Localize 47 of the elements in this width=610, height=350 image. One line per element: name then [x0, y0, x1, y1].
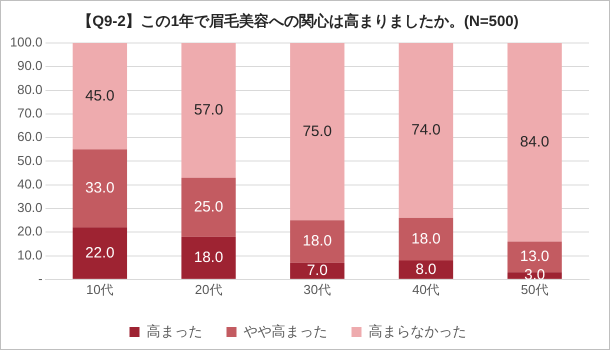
x-tick-label: 10代: [86, 282, 114, 297]
data-label: 18.0: [411, 230, 441, 248]
data-label: 25.0: [194, 198, 224, 216]
data-label: 33.0: [85, 180, 114, 197]
bar: [72, 149, 128, 228]
bar: [181, 178, 236, 237]
x-tick-label: 30代: [304, 282, 331, 297]
bar: [290, 43, 344, 220]
bar: [72, 227, 128, 279]
x-tick-label: 50代: [520, 282, 548, 297]
bar: [181, 43, 236, 178]
data-label: 18.0: [302, 232, 332, 250]
y-tick-label: 50.0: [17, 152, 43, 168]
legend-label: 高まらなかった: [368, 322, 466, 339]
bar: [398, 43, 454, 218]
data-label: 18.0: [194, 249, 224, 266]
data-label: 13.0: [520, 248, 550, 266]
legend-label: やや高まった: [244, 322, 328, 339]
bar: [181, 236, 236, 279]
bar: [290, 262, 344, 279]
legend-label: 高まった: [146, 322, 202, 339]
y-tick-label: 90.0: [17, 58, 43, 74]
data-label: 75.0: [302, 122, 332, 140]
x-tick-label: 40代: [412, 282, 440, 297]
data-label: 45.0: [85, 87, 114, 104]
bar: [507, 43, 562, 242]
y-tick-label: 60.0: [17, 129, 43, 144]
x-tick-label: 20代: [194, 282, 222, 297]
data-label: 84.0: [520, 133, 550, 150]
data-label: 8.0: [416, 260, 436, 278]
y-tick-label: 20.0: [17, 224, 43, 239]
data-label: 7.0: [306, 262, 328, 280]
bar: [72, 43, 128, 150]
y-tick-label: 80.0: [17, 82, 43, 97]
bar: [398, 260, 454, 279]
bar: [290, 220, 344, 263]
y-tick-label: -: [38, 270, 43, 286]
y-tick-label: 30.0: [17, 200, 43, 216]
bar: [398, 218, 454, 260]
y-tick-label: 40.0: [17, 176, 43, 192]
data-label: 74.0: [411, 122, 441, 139]
data-label: 22.0: [85, 244, 114, 262]
y-tick-label: 70.0: [17, 106, 43, 120]
y-tick-label: 100.0: [10, 34, 43, 50]
data-label: 57.0: [194, 102, 224, 119]
y-tick-label: 10.0: [17, 247, 43, 262]
chart-title: 【Q9-2】この1年で眉毛美容への関心は高まりましたか。(N=500): [77, 12, 519, 30]
